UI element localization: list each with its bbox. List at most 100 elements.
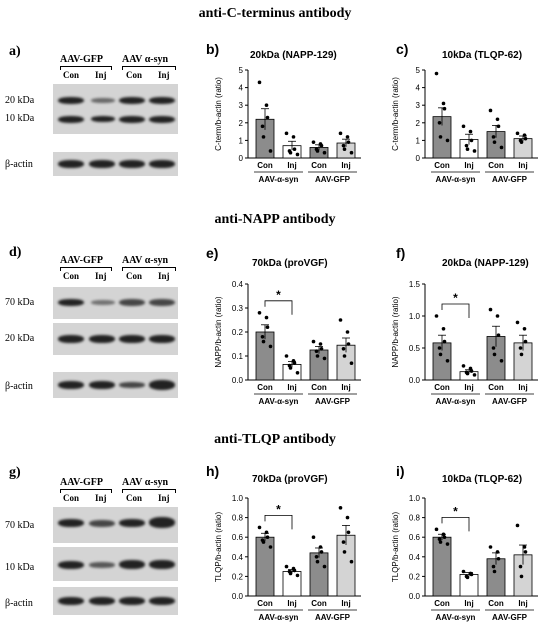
data-point	[311, 339, 316, 344]
data-point	[495, 550, 500, 554]
x-tick-label: Con	[434, 383, 450, 392]
y-tick-label: 5	[416, 66, 421, 75]
panel-label-a: a)	[9, 44, 21, 59]
band	[119, 597, 145, 605]
significance-bracket	[441, 303, 470, 318]
y-tick-label: 0.2	[232, 572, 244, 581]
band	[58, 519, 84, 527]
blot-d-actin-membrane	[53, 372, 178, 398]
data-point	[257, 311, 262, 315]
data-point	[499, 145, 504, 150]
blot-d-membrane-2	[53, 323, 178, 355]
data-point	[346, 342, 351, 346]
y-tick-label: 0.2	[232, 328, 244, 337]
data-point	[491, 564, 496, 569]
band	[149, 299, 175, 306]
data-point	[311, 140, 316, 144]
chart-e: e) 70kDa (proVGF) NAPP/b-actin (ratio) 0.0 0…	[206, 245, 361, 406]
significance-bracket	[264, 515, 293, 530]
panel-label-g: g)	[9, 465, 21, 480]
band	[119, 160, 145, 168]
y-axis-label: C-term/b-actin (ratio)	[214, 77, 223, 151]
band	[58, 561, 84, 569]
data-point	[437, 121, 442, 125]
data-point	[472, 149, 477, 153]
significance-star: *	[453, 504, 458, 518]
blot-a-mw-actin: β-actin	[5, 159, 33, 170]
band	[89, 597, 115, 605]
y-tick-label: 1	[239, 136, 244, 145]
data-point	[265, 115, 270, 120]
data-point	[495, 117, 500, 122]
data-point	[268, 149, 273, 153]
y-tick-label: 4	[239, 84, 244, 93]
data-point	[445, 138, 450, 143]
data-point	[322, 150, 327, 155]
data-point	[441, 327, 446, 331]
y-tick-label: 0.0	[232, 592, 244, 601]
data-point	[349, 150, 354, 155]
data-point	[284, 131, 289, 136]
data-point	[496, 124, 501, 129]
data-point	[315, 559, 320, 564]
data-point	[265, 535, 270, 539]
x-tick-label: Con	[311, 161, 327, 170]
blot-a-membrane	[53, 84, 178, 134]
y-tick-label: 0.6	[232, 533, 244, 542]
data-point	[292, 361, 297, 365]
blot-d-lane-3: Con	[126, 271, 143, 281]
y-tick-label: 0.0	[232, 376, 244, 385]
panel-label-d: d)	[9, 245, 22, 260]
y-axis-label: NAPP/b-actin (ratio)	[391, 296, 400, 367]
y-tick-label: 0.4	[409, 553, 421, 562]
band	[119, 560, 145, 569]
y-tick-label: 0.8	[409, 514, 421, 523]
blot-g-actin-membrane	[53, 587, 178, 615]
x-tick-label: Inj	[287, 161, 296, 170]
blot-a-bracket-right	[122, 66, 176, 70]
data-point	[469, 138, 474, 143]
blot-a-group-right: AAV α-syn	[122, 54, 169, 65]
panel-label-e: e)	[206, 245, 218, 261]
bar	[255, 331, 275, 381]
data-point	[437, 537, 442, 541]
data-point	[438, 540, 443, 544]
y-tick-label: 0.1	[232, 352, 244, 361]
x-tick-label: Con	[488, 383, 504, 392]
data-point	[519, 140, 524, 144]
data-point	[295, 152, 300, 157]
band	[119, 519, 145, 527]
blot-d-bracket-right	[122, 267, 176, 271]
data-point	[349, 559, 354, 564]
data-point	[284, 564, 289, 569]
data-point	[346, 140, 351, 144]
chart-title: 70kDa (proVGF)	[252, 258, 328, 269]
y-axis-label: TLQP/b-actin (ratio)	[391, 512, 400, 583]
chart-title: 20kDa (NAPP-129)	[250, 50, 337, 61]
chart-title: 10kDa (TLQP-62)	[442, 474, 522, 485]
x-tick-label: Inj	[464, 599, 473, 608]
data-point	[322, 564, 327, 569]
group-label: AAV-α-syn	[259, 613, 299, 622]
band	[119, 97, 145, 104]
data-point	[314, 555, 319, 559]
band	[119, 299, 145, 306]
y-tick-label: 1	[416, 136, 421, 145]
data-point	[488, 307, 493, 312]
significance-star: *	[276, 288, 281, 302]
group-label: AAV-α-syn	[259, 175, 299, 184]
x-tick-label: Con	[257, 383, 273, 392]
blot-a-group-left: AAV-GFP	[60, 54, 103, 65]
x-tick-label: Con	[257, 161, 273, 170]
y-axis-label: NAPP/b-actin (ratio)	[214, 296, 223, 367]
x-tick-label: Inj	[287, 383, 296, 392]
data-point	[257, 80, 262, 85]
data-point	[442, 106, 447, 111]
significance-bracket	[441, 516, 470, 532]
data-point	[319, 550, 324, 554]
data-point	[311, 535, 316, 539]
data-point	[472, 373, 477, 377]
data-point	[264, 103, 269, 107]
y-tick-label: 3	[239, 101, 244, 110]
data-point	[284, 354, 289, 358]
